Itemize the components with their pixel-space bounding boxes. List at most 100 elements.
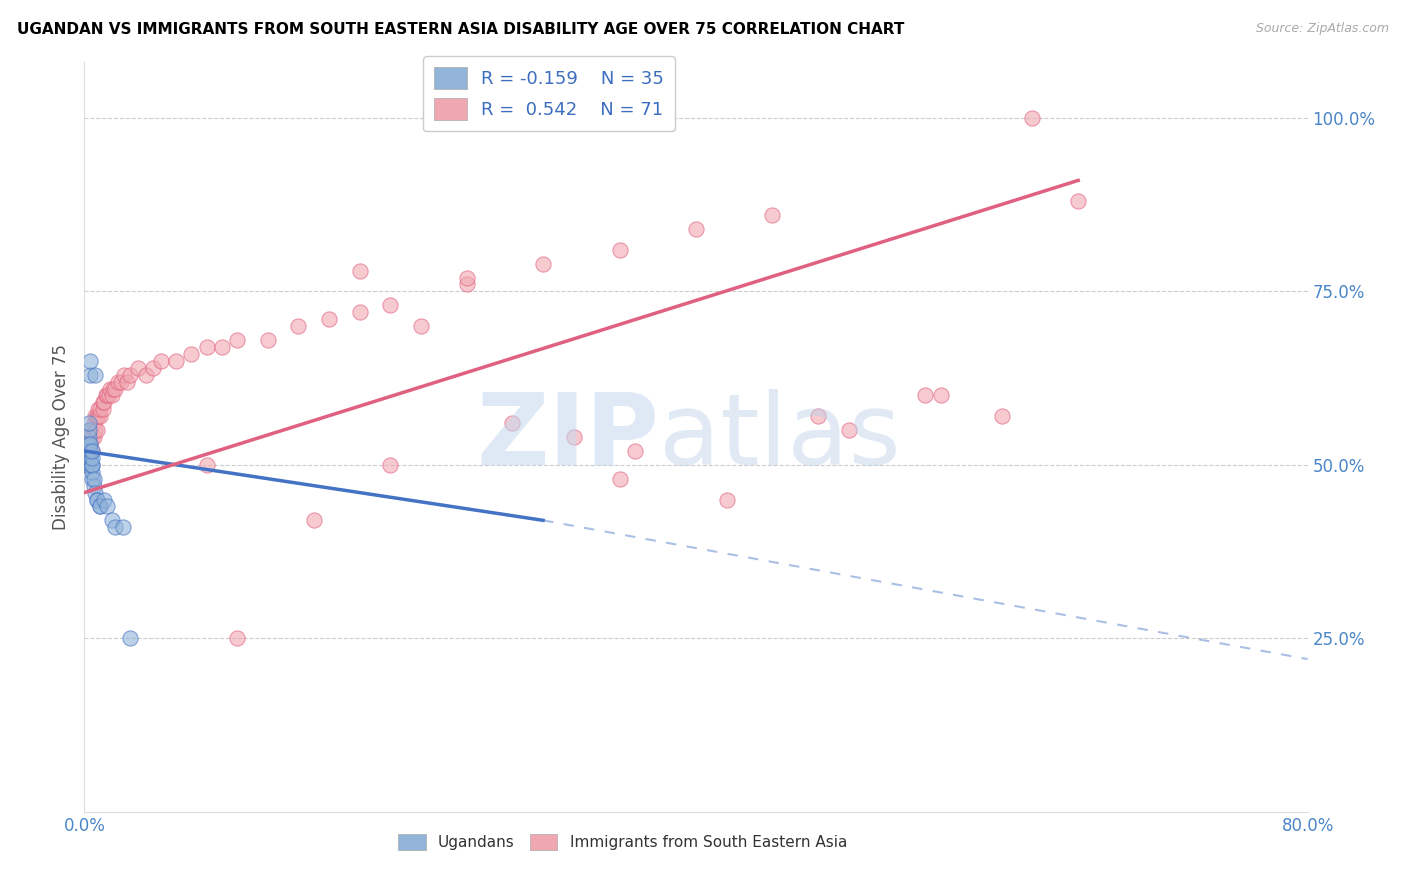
Point [142, 360, 165, 375]
Point [96, 388, 118, 402]
Point [302, 513, 325, 527]
Point [80, 458, 103, 472]
Point [456, 277, 478, 292]
Point [83, 472, 105, 486]
Point [502, 416, 524, 430]
Point [80, 430, 103, 444]
Text: atlas: atlas [659, 389, 901, 485]
Point [257, 333, 280, 347]
Point [180, 347, 202, 361]
Point [1067, 194, 1090, 209]
Point [80, 450, 103, 465]
Point [84, 423, 107, 437]
Point [79, 423, 101, 437]
Point [716, 492, 738, 507]
Point [120, 368, 142, 382]
Point [77, 444, 100, 458]
Point [120, 632, 142, 646]
Point [80, 444, 103, 458]
Point [77, 423, 100, 437]
Point [127, 360, 149, 375]
Point [77, 437, 100, 451]
Point [83, 478, 105, 492]
Point [76, 458, 98, 472]
Point [609, 472, 631, 486]
Point [104, 382, 127, 396]
Point [93, 395, 115, 409]
Point [76, 437, 98, 451]
Point [87, 402, 110, 417]
Point [115, 375, 138, 389]
Point [91, 395, 114, 409]
Point [103, 382, 125, 396]
Text: Source: ZipAtlas.com: Source: ZipAtlas.com [1256, 22, 1389, 36]
Point [112, 368, 135, 382]
Point [211, 340, 233, 354]
Point [84, 409, 107, 424]
Point [318, 312, 340, 326]
Point [80, 444, 103, 458]
Point [79, 450, 101, 465]
Point [83, 416, 105, 430]
Point [929, 388, 952, 402]
Point [77, 437, 100, 451]
Point [89, 500, 111, 514]
Point [195, 458, 218, 472]
Point [76, 450, 98, 465]
Point [98, 382, 121, 396]
Point [991, 409, 1014, 424]
Point [101, 513, 124, 527]
Point [409, 319, 432, 334]
Point [79, 368, 101, 382]
Point [77, 430, 100, 444]
Point [94, 388, 117, 402]
Point [226, 333, 249, 347]
Point [93, 492, 115, 507]
Y-axis label: Disability Age Over 75: Disability Age Over 75 [52, 344, 70, 530]
Point [86, 409, 108, 424]
Point [84, 485, 107, 500]
Point [624, 444, 647, 458]
Point [87, 409, 110, 424]
Point [165, 353, 187, 368]
Point [76, 458, 98, 472]
Point [79, 458, 101, 472]
Point [110, 375, 132, 389]
Point [76, 444, 98, 458]
Point [104, 520, 127, 534]
Point [380, 458, 402, 472]
Point [86, 423, 108, 437]
Point [914, 388, 936, 402]
Point [79, 437, 101, 451]
Point [76, 450, 98, 465]
Point [77, 416, 100, 430]
Point [77, 430, 100, 444]
Point [89, 409, 111, 424]
Point [91, 402, 114, 417]
Point [761, 208, 783, 222]
Point [101, 388, 124, 402]
Point [287, 319, 309, 334]
Point [531, 257, 554, 271]
Point [97, 388, 120, 402]
Point [80, 465, 103, 479]
Point [80, 458, 103, 472]
Point [80, 472, 103, 486]
Point [456, 270, 478, 285]
Point [84, 368, 107, 382]
Legend: Ugandans, Immigrants from South Eastern Asia: Ugandans, Immigrants from South Eastern … [392, 829, 853, 856]
Point [380, 298, 402, 312]
Text: ZIP: ZIP [477, 389, 659, 485]
Point [79, 437, 101, 451]
Point [89, 402, 111, 417]
Point [96, 500, 118, 514]
Point [79, 353, 101, 368]
Point [1021, 111, 1043, 125]
Point [86, 492, 108, 507]
Point [349, 263, 371, 277]
Point [86, 492, 108, 507]
Point [111, 520, 134, 534]
Point [135, 368, 157, 382]
Point [83, 430, 105, 444]
Point [89, 500, 111, 514]
